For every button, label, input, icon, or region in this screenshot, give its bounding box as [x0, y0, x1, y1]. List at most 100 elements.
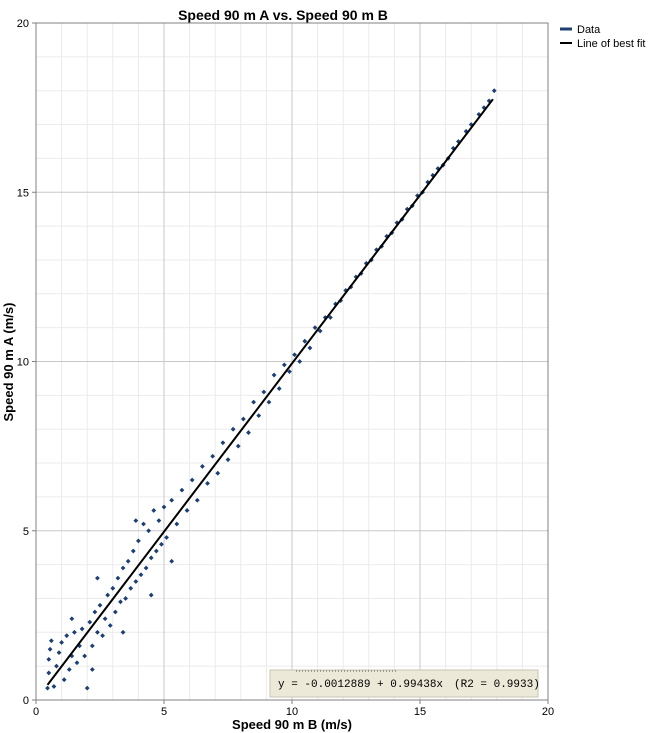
data-point [281, 362, 287, 368]
data-point [205, 480, 210, 486]
data-point [161, 504, 167, 510]
data-point [156, 518, 162, 523]
data-point [491, 88, 497, 94]
data-point [312, 325, 318, 331]
data-point [69, 616, 75, 622]
data-point [246, 430, 251, 435]
data-point [59, 640, 64, 645]
data-point [220, 440, 226, 446]
data-point [102, 616, 108, 622]
data-point [256, 413, 262, 419]
data-point [261, 389, 267, 395]
data-point [194, 497, 200, 503]
data-point [112, 609, 118, 615]
data-point [143, 565, 149, 571]
data-point [128, 585, 134, 591]
data-point [425, 179, 431, 185]
data-point [476, 111, 482, 117]
data-point [148, 592, 154, 598]
data-point [46, 670, 52, 676]
regression-equation: y = -0.0012889 + 0.99438x [278, 679, 443, 691]
data-point [110, 585, 116, 591]
x-tick-label: 10 [286, 706, 298, 718]
data-point [169, 497, 175, 503]
data-point [271, 372, 277, 378]
data-point [92, 609, 98, 615]
data-point [48, 638, 54, 644]
data-point [415, 193, 420, 199]
data-point [136, 538, 141, 544]
data-point [297, 359, 303, 364]
data-point [54, 663, 59, 669]
x-tick-label: 5 [161, 706, 167, 718]
data-point [64, 633, 70, 639]
data-point [79, 626, 85, 632]
data-point [225, 457, 231, 463]
legend-data-label: Data [577, 24, 601, 36]
data-point [141, 521, 146, 527]
chart-title: Speed 90 m A vs. Speed 90 m B [178, 7, 388, 23]
data-point [125, 558, 131, 564]
data-point [481, 105, 487, 111]
data-point [146, 528, 152, 534]
data-point [317, 328, 323, 334]
data-point [251, 399, 256, 405]
data-point [120, 565, 126, 571]
data-point [130, 548, 136, 554]
data-point [97, 602, 103, 608]
data-point [169, 558, 175, 564]
best-fit-line-group [46, 98, 494, 686]
data-point [430, 172, 436, 178]
data-point [89, 643, 95, 649]
data-point [51, 684, 57, 689]
data-point [153, 548, 159, 554]
data-point [56, 650, 62, 656]
y-axis-ticks: 0 5 10 15 20 [17, 18, 36, 707]
data-point [95, 629, 100, 635]
x-axis-label: Speed 90 m B (m/s) [232, 717, 352, 732]
data-point [179, 487, 185, 493]
data-point [72, 629, 77, 635]
data-point [230, 426, 236, 432]
data-point [89, 667, 95, 672]
y-tick-label: 10 [17, 357, 29, 369]
data-point [302, 338, 308, 344]
data-point [148, 555, 154, 561]
data-point [95, 575, 100, 581]
data-point [138, 572, 144, 578]
data-point [276, 386, 282, 391]
data-point [287, 369, 292, 375]
y-tick-label: 20 [17, 18, 29, 30]
data-point [133, 518, 139, 523]
data-point [215, 470, 221, 476]
data-point [118, 599, 123, 605]
data-point [47, 646, 53, 652]
data-point [115, 575, 121, 581]
x-tick-label: 15 [414, 706, 426, 718]
data-point [133, 579, 139, 584]
data-point [266, 399, 272, 405]
data-point [328, 315, 333, 320]
data-point [100, 633, 105, 639]
data-point [74, 660, 80, 666]
data-point [46, 656, 52, 662]
data-point [66, 667, 72, 672]
equation-box: y = -0.0012889 + 0.99438x (R2 = 0.9933) [269, 669, 540, 698]
data-point [486, 98, 492, 104]
y-tick-label: 5 [23, 526, 29, 538]
legend-fit-label: Line of best fit [577, 38, 646, 50]
data-point [189, 477, 195, 483]
x-tick-label: 20 [542, 706, 554, 718]
major-grid [36, 23, 548, 700]
y-tick-label: 15 [17, 187, 29, 199]
data-point [107, 623, 113, 628]
data-point [84, 685, 90, 691]
best-fit-line [46, 98, 494, 686]
y-tick-label: 0 [23, 695, 29, 707]
data-point [174, 521, 180, 527]
legend: Data Line of best fit [560, 24, 646, 50]
data-point [307, 345, 313, 351]
data-point [82, 653, 88, 659]
